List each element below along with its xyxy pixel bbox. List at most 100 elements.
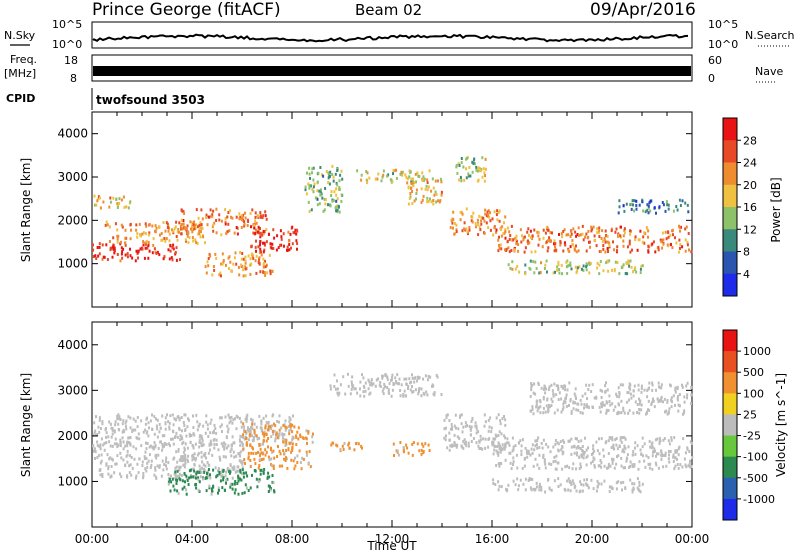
data-cell xyxy=(479,434,482,438)
data-cell xyxy=(642,235,645,239)
data-cell xyxy=(662,238,665,242)
data-cell xyxy=(553,249,556,253)
data-cell xyxy=(288,243,291,246)
data-cell xyxy=(242,471,245,475)
data-cell xyxy=(204,241,206,245)
data-cell xyxy=(135,474,138,478)
data-cell xyxy=(475,427,478,431)
data-cell xyxy=(127,206,130,210)
data-cell xyxy=(581,232,584,236)
data-cell xyxy=(491,217,494,221)
data-cell xyxy=(499,422,502,426)
data-cell xyxy=(522,236,525,240)
data-cell xyxy=(652,399,655,403)
data-cell xyxy=(304,188,307,192)
data-cell xyxy=(367,387,370,391)
freq-tick-hi: 18 xyxy=(64,54,78,67)
data-cell xyxy=(531,443,534,447)
data-cell xyxy=(176,460,179,464)
data-cell xyxy=(471,160,474,164)
data-cell xyxy=(202,463,205,467)
data-cell xyxy=(563,241,566,245)
data-cell xyxy=(108,240,111,243)
data-cell xyxy=(512,456,515,460)
data-cell xyxy=(521,466,524,470)
data-cell xyxy=(628,264,631,268)
data-cell xyxy=(231,466,234,470)
data-cell xyxy=(576,269,579,273)
data-cell xyxy=(510,224,513,228)
data-cell xyxy=(478,169,481,173)
data-cell xyxy=(503,221,505,225)
data-cell xyxy=(635,207,638,211)
data-cell xyxy=(554,459,557,463)
data-cell xyxy=(158,430,161,434)
data-cell xyxy=(168,421,171,425)
data-cell xyxy=(530,409,532,413)
data-cell xyxy=(643,231,646,235)
data-cell xyxy=(231,444,233,447)
data-cell xyxy=(148,426,150,430)
data-cell xyxy=(194,238,197,242)
data-cell xyxy=(271,480,274,484)
data-cell xyxy=(684,201,687,205)
data-cell xyxy=(626,453,629,457)
data-cell xyxy=(272,467,275,470)
data-cell xyxy=(504,423,507,427)
data-cell xyxy=(450,423,453,426)
data-cell xyxy=(459,414,462,418)
data-cell xyxy=(675,241,678,245)
data-cell xyxy=(662,465,665,469)
data-cell xyxy=(570,232,573,236)
data-cell xyxy=(286,466,289,470)
data-cell xyxy=(498,462,501,466)
data-cell xyxy=(448,419,451,422)
data-cell xyxy=(530,477,533,481)
data-cell xyxy=(198,440,201,444)
data-cell xyxy=(516,466,519,470)
data-cell xyxy=(492,452,495,456)
data-cell xyxy=(678,225,681,229)
data-cell xyxy=(186,425,189,429)
data-cell xyxy=(529,486,532,490)
data-cell xyxy=(122,429,125,433)
data-cell xyxy=(135,228,138,232)
data-cell xyxy=(530,382,533,385)
data-cell xyxy=(242,274,245,278)
data-cell xyxy=(599,459,602,462)
data-cell xyxy=(199,221,202,225)
data-cell xyxy=(231,421,234,425)
data-cell xyxy=(430,189,433,193)
data-cell xyxy=(514,483,517,487)
data-cell xyxy=(155,475,157,479)
data-cell xyxy=(634,238,637,242)
data-cell xyxy=(688,450,691,453)
data-cell xyxy=(158,465,161,469)
data-cell xyxy=(681,199,684,203)
data-cell xyxy=(467,174,470,178)
data-cell xyxy=(464,228,467,232)
data-cell xyxy=(607,466,610,470)
data-cell xyxy=(265,263,268,267)
data-cell xyxy=(607,250,609,253)
data-cell xyxy=(96,444,99,447)
data-cell xyxy=(260,426,263,430)
data-cell xyxy=(96,433,99,436)
data-cell xyxy=(220,474,223,478)
data-cell xyxy=(182,210,185,214)
data-cell xyxy=(208,443,211,447)
data-cell xyxy=(283,438,286,442)
data-cell xyxy=(613,268,616,272)
data-cell xyxy=(243,222,246,226)
data-cell xyxy=(101,475,104,478)
data-cell xyxy=(255,451,258,455)
data-cell xyxy=(135,447,138,451)
data-cell xyxy=(189,220,192,224)
data-cell xyxy=(169,249,172,253)
data-cell xyxy=(463,227,465,231)
data-cell xyxy=(586,454,589,458)
data-cell xyxy=(612,443,615,447)
data-cell xyxy=(212,265,215,268)
data-cell xyxy=(412,441,415,445)
data-cell xyxy=(563,440,565,444)
